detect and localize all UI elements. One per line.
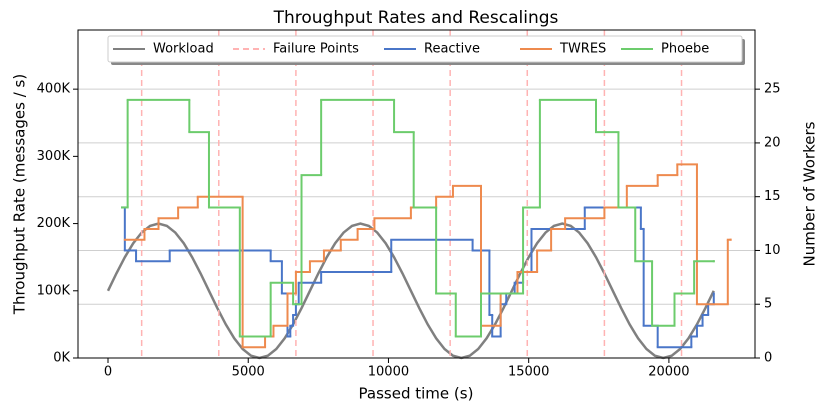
y2-tick-label: 5 <box>764 297 772 312</box>
x-tick-label: 0 <box>104 365 112 380</box>
x-tick-label: 10000 <box>368 365 409 380</box>
y2-tick-label: 25 <box>764 82 781 97</box>
plot-frame <box>77 29 756 359</box>
legend-label: Failure Points <box>273 42 359 57</box>
y2-tick-label: 20 <box>764 135 781 150</box>
y2-tick-label: 15 <box>764 189 781 204</box>
legend-label: Phoebe <box>661 42 709 57</box>
y2-tick-label: 0 <box>764 351 772 366</box>
legend-label: Workload <box>153 42 214 57</box>
y-tick-label: 0K <box>53 351 70 366</box>
y-tick-label: 300K <box>37 149 71 164</box>
y-tick-label: 100K <box>37 283 71 298</box>
y2-axis-label: Number of Workers <box>801 121 819 266</box>
workload-line <box>106 222 715 360</box>
chart-title: Throughput Rates and Rescalings <box>273 8 559 28</box>
plot-area <box>106 30 732 360</box>
y-tick-label: 200K <box>37 216 71 231</box>
y-tick-label: 400K <box>37 82 71 97</box>
legend-label: TWRES <box>559 42 606 57</box>
x-axis-label: Passed time (s) <box>359 385 474 403</box>
x-tick-label: 20000 <box>648 365 689 380</box>
legend-label: Reactive <box>424 42 480 57</box>
y-axis-label: Throughput Rate (messages / s) <box>11 74 29 315</box>
x-tick-label: 5000 <box>232 365 265 380</box>
y2-tick-label: 10 <box>764 243 781 258</box>
x-tick-label: 15000 <box>508 365 549 380</box>
legend-box <box>107 35 743 63</box>
